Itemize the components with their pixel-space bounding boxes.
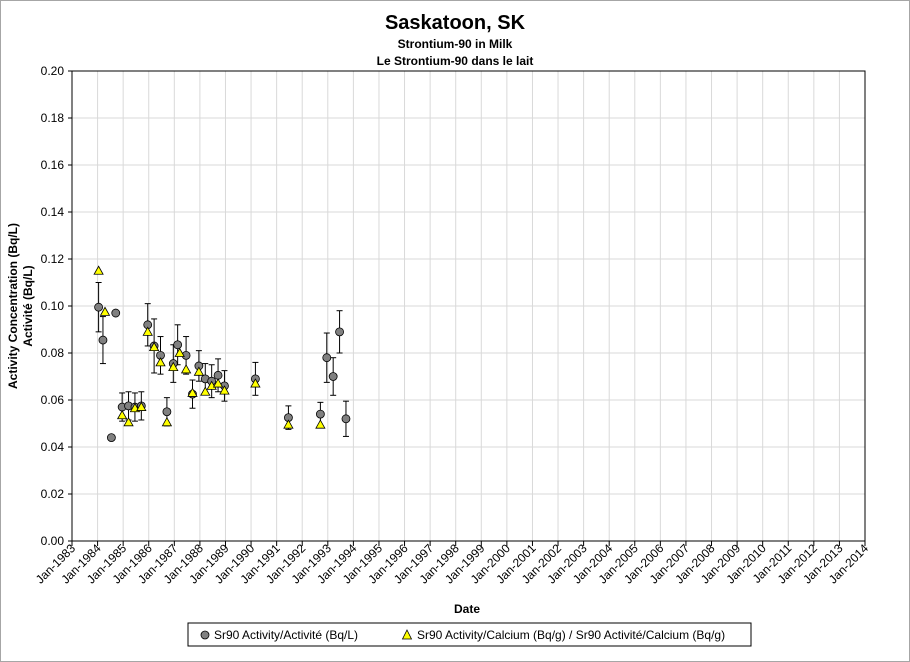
axes-layer	[68, 70, 866, 546]
activity-point	[94, 302, 104, 312]
calcium-point	[315, 419, 326, 429]
activity-point	[322, 353, 332, 363]
y-axis-title-2: Activité (Bq/L)	[21, 265, 35, 346]
legend-activity-label: Sr90 Activity/Activité (Bq/L)	[214, 628, 358, 642]
y-tick-label: 0.16	[41, 158, 65, 172]
legend-activity-marker	[200, 630, 210, 640]
calcium-point	[250, 378, 261, 388]
activity-point	[98, 335, 108, 345]
y-tick-label: 0.04	[41, 440, 65, 454]
calcium-series	[93, 265, 326, 429]
legend-box	[187, 622, 752, 647]
legend-calcium-label: Sr90 Activity/Calcium (Bq/g) / Sr90 Acti…	[417, 628, 725, 642]
calcium-point	[155, 357, 166, 367]
activity-point	[173, 340, 183, 350]
chart-subtitle-2: Le Strontium-90 dans le lait	[377, 54, 534, 68]
y-tick-label: 0.08	[41, 346, 65, 360]
activity-point	[162, 407, 172, 417]
calcium-point	[123, 417, 134, 427]
y-tick-labels: 0.00 0.02 0.04 0.06 0.08 0.10 0.12 0.14 0.16 0.18…	[41, 64, 65, 548]
y-tick-label: 0.20	[41, 64, 65, 78]
y-tick-label: 0.00	[41, 534, 65, 548]
y-tick-label: 0.12	[41, 252, 65, 266]
calcium-point	[193, 366, 205, 376]
activity-point	[341, 414, 351, 424]
legend-calcium-marker	[401, 629, 413, 640]
calcium-point	[99, 306, 111, 316]
calcium-point	[142, 326, 153, 336]
calcium-point	[219, 385, 230, 395]
chart-title: Saskatoon, SK	[385, 12, 526, 34]
activity-point	[328, 372, 338, 381]
calcium-point	[148, 341, 160, 352]
calcium-point	[161, 417, 173, 427]
calcium-point	[187, 387, 198, 397]
activity-point	[213, 370, 223, 380]
calcium-point	[212, 378, 224, 388]
calcium-point	[93, 265, 104, 275]
y-tick-label: 0.02	[41, 487, 65, 501]
y-tick-label: 0.14	[41, 205, 65, 219]
calcium-point	[168, 361, 179, 372]
activity-point	[335, 327, 344, 337]
calcium-point	[283, 419, 294, 429]
activity-point	[106, 433, 116, 443]
x-axis-title: Date	[454, 602, 480, 616]
y-axis-title-1: Activity Concentration (Bq/L)	[6, 223, 20, 389]
x-tick-labels: Jan-1983Jan-1984Jan-1985Jan-1986Jan-1987…	[33, 541, 872, 587]
legend: Sr90 Activity/Activité (Bq/L) Sr90 Activ…	[187, 622, 752, 647]
calcium-point	[180, 364, 192, 374]
calcium-point	[136, 401, 147, 411]
y-tick-label: 0.10	[41, 299, 65, 313]
activity-point	[315, 409, 325, 419]
chart-subtitle-1: Strontium-90 in Milk	[398, 37, 513, 51]
calcium-point	[200, 386, 211, 396]
activity-point	[111, 308, 121, 318]
plot-border	[71, 70, 866, 542]
calcium-point	[174, 347, 185, 357]
calcium-point	[116, 409, 128, 420]
y-tick-label: 0.06	[41, 393, 65, 407]
y-tick-label: 0.18	[41, 111, 65, 125]
